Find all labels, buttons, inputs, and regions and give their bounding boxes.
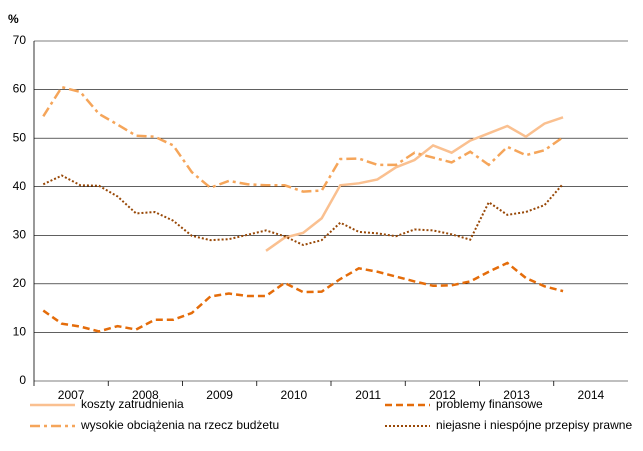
y-tick-label: 40 — [13, 179, 27, 193]
series-line — [42, 85, 564, 193]
series-line — [42, 174, 564, 247]
legend-label: wysokie obciążenia na rzecz budżetu — [80, 418, 279, 432]
y-tick-label: 30 — [13, 227, 27, 241]
y-tick-label: 70 — [13, 33, 27, 47]
y-tick-label: 10 — [13, 325, 27, 339]
legend-label: koszty zatrudnienia — [81, 397, 184, 411]
series-line — [265, 116, 564, 252]
x-tick-label: 2009 — [206, 388, 233, 402]
x-tick-label: 2008 — [132, 388, 159, 402]
x-tick-label: 2010 — [281, 388, 308, 402]
y-tick-label: 50 — [13, 130, 27, 144]
x-tick-label: 2011 — [355, 388, 381, 402]
y-tick-label: 60 — [13, 82, 27, 96]
x-tick-label: 2014 — [578, 388, 605, 402]
series-line — [42, 261, 564, 333]
x-tick-label: 2007 — [58, 388, 85, 402]
legend-label: problemy finansowe — [436, 397, 543, 411]
y-axis-label: % — [8, 12, 19, 26]
y-tick-label: 0 — [19, 373, 26, 387]
x-tick-label: 2013 — [503, 388, 530, 402]
y-tick-label: 20 — [13, 276, 27, 290]
legend-label: niejasne i niespójne przepisy prawne — [436, 418, 632, 432]
x-tick-label: 2012 — [429, 388, 456, 402]
